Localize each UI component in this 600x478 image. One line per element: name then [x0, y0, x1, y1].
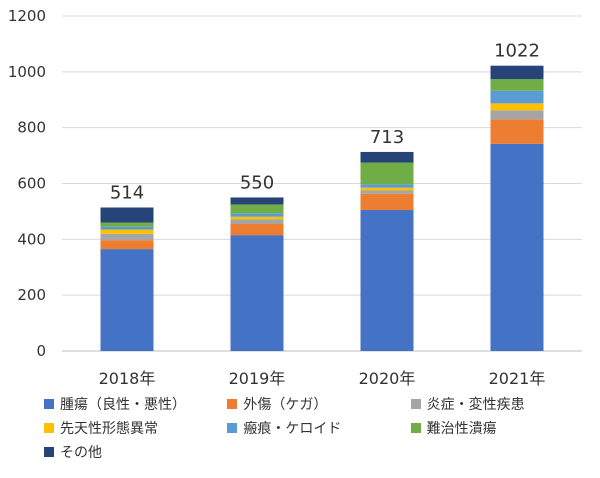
- legend-swatch: [227, 423, 238, 433]
- bar-segment: [100, 233, 154, 241]
- legend-label: その他: [60, 445, 102, 461]
- legend-swatch: [410, 423, 421, 433]
- y-tick-label: 1200: [8, 7, 46, 25]
- bar-segment: [230, 197, 284, 205]
- total-label: 550: [240, 172, 274, 193]
- total-label: 713: [370, 127, 404, 148]
- bar-segment: [490, 110, 544, 120]
- legend-item: 難治性潰瘍: [410, 418, 594, 438]
- bar-segment: [490, 143, 544, 351]
- legend-label: 難治性潰瘍: [426, 421, 497, 437]
- bar-segment: [360, 193, 414, 211]
- bar-segment: [230, 219, 284, 224]
- legend-swatch: [44, 423, 54, 433]
- bar-segment: [100, 240, 154, 250]
- x-tick-label: 2021年: [489, 369, 546, 388]
- legend-swatch: [44, 399, 54, 409]
- legend-row: 腫瘍（良性・悪性） 外傷（ケガ） 炎症・変性疾患: [44, 392, 594, 416]
- legend-swatch: [227, 399, 238, 409]
- legend-swatch: [410, 399, 421, 409]
- bar-segment: [360, 151, 414, 163]
- bar-segment: [360, 187, 414, 191]
- x-tick-label: 2018年: [99, 369, 156, 388]
- legend-label: 炎症・変性疾患: [426, 397, 525, 413]
- total-label: 514: [110, 183, 144, 204]
- bar-segment: [230, 204, 284, 214]
- bar-segment: [360, 162, 414, 185]
- legend-label: 先天性形態異常: [60, 421, 158, 437]
- legend-item: 瘢痕・ケロイド: [227, 418, 410, 438]
- bar-segment: [490, 119, 544, 144]
- bar-segment: [490, 79, 544, 91]
- bar-segment: [230, 213, 284, 217]
- bar-segment: [490, 90, 544, 104]
- y-tick-label: 400: [17, 230, 46, 248]
- bar-segment: [230, 216, 284, 220]
- legend-item: 炎症・変性疾患: [410, 394, 594, 414]
- legend-label: 外傷（ケガ）: [243, 397, 328, 413]
- legend-swatch: [44, 447, 54, 457]
- bar-segment: [360, 210, 414, 351]
- x-tick-label: 2020年: [359, 369, 416, 388]
- bar-segment: [100, 229, 154, 234]
- legend: 腫瘍（良性・悪性） 外傷（ケガ） 炎症・変性疾患先天性形態異常 瘢痕・ケロイド 難治性潰…: [44, 392, 594, 464]
- legend-item: 腫瘍（良性・悪性）: [44, 394, 227, 414]
- bar-segment: [490, 103, 544, 111]
- bar-segment: [230, 235, 284, 351]
- legend-item: その他: [44, 442, 228, 462]
- bar-segment: [100, 222, 154, 227]
- legend-item: 先天性形態異常: [44, 418, 227, 438]
- legend-label: 瘢痕・ケロイド: [243, 421, 342, 437]
- bar-segment: [360, 190, 414, 194]
- x-tick-label: 2019年: [229, 369, 286, 388]
- bar-segment: [360, 184, 414, 188]
- legend-row: 先天性形態異常 瘢痕・ケロイド 難治性潰瘍: [44, 416, 594, 440]
- total-label: 1022: [494, 41, 540, 62]
- bar-segment: [230, 223, 284, 236]
- legend-item: 外傷（ケガ）: [227, 394, 410, 414]
- chart-plot: 0 200 400 600 800 1000 1200 514 2018年 550 2019年 713…: [8, 7, 582, 388]
- y-tick-label: 0: [36, 342, 46, 360]
- bar-segment: [100, 226, 154, 230]
- y-tick-label: 200: [17, 286, 46, 304]
- y-tick-label: 600: [17, 175, 46, 193]
- y-tick-label: 1000: [8, 63, 46, 81]
- bar-segment: [100, 249, 154, 351]
- legend-row: その他: [44, 440, 594, 464]
- legend-label: 腫瘍（良性・悪性）: [60, 397, 186, 413]
- bar-segment: [100, 207, 154, 223]
- y-tick-label: 800: [17, 119, 46, 137]
- bar-segment: [490, 65, 544, 80]
